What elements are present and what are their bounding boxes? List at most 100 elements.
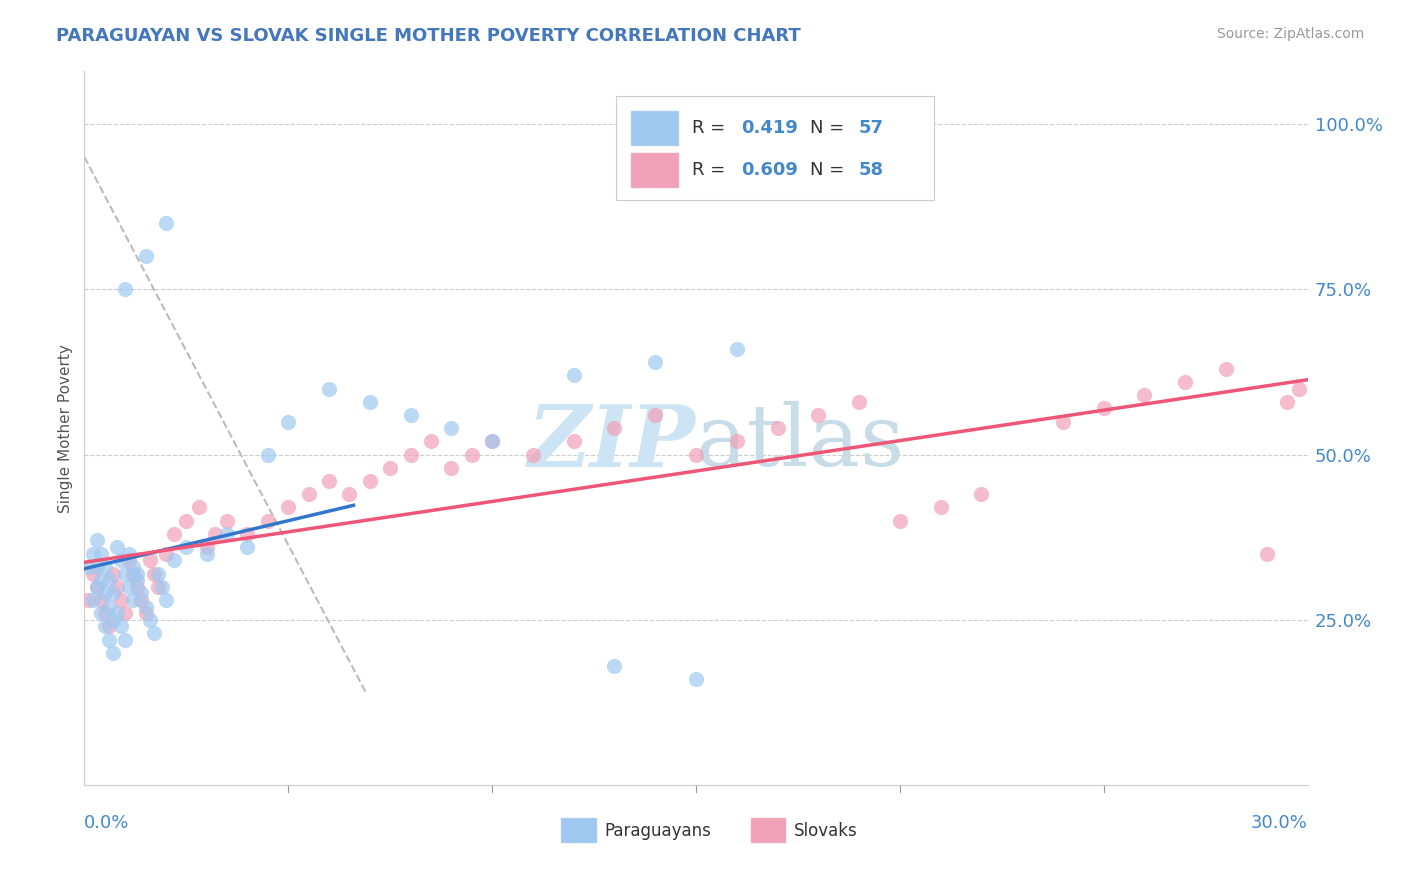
Point: [644, 408, 666, 422]
Text: PARAGUAYAN VS SLOVAK SINGLE MOTHER POVERTY CORRELATION CHART: PARAGUAYAN VS SLOVAK SINGLE MOTHER POVER…: [56, 27, 801, 45]
Point: [131, 593, 153, 607]
Point: [318, 474, 340, 488]
Point: [118, 553, 141, 567]
Point: [82, 547, 104, 561]
Point: [155, 547, 177, 561]
Text: 0.419: 0.419: [741, 119, 799, 136]
Point: [97, 632, 120, 647]
Point: [138, 553, 160, 567]
Point: [146, 580, 169, 594]
Point: [146, 566, 169, 581]
Text: 30.0%: 30.0%: [1251, 814, 1308, 831]
Point: [889, 514, 911, 528]
Point: [257, 514, 280, 528]
Point: [481, 434, 503, 449]
Point: [122, 566, 145, 581]
Point: [90, 593, 112, 607]
Point: [155, 216, 177, 230]
Point: [97, 599, 120, 614]
Text: R =: R =: [692, 119, 731, 136]
Point: [110, 593, 132, 607]
Point: [399, 448, 422, 462]
Point: [204, 527, 226, 541]
FancyBboxPatch shape: [616, 96, 935, 200]
Point: [127, 566, 149, 581]
Point: [90, 573, 112, 587]
Text: Paraguayans: Paraguayans: [605, 822, 711, 839]
Point: [135, 599, 157, 614]
Point: [420, 434, 443, 449]
Point: [725, 342, 748, 356]
Point: [685, 448, 707, 462]
Point: [127, 573, 149, 587]
Point: [101, 566, 124, 581]
Point: [101, 586, 124, 600]
Point: [217, 527, 239, 541]
Point: [82, 593, 104, 607]
Point: [440, 421, 463, 435]
Point: [150, 580, 173, 594]
Point: [131, 586, 153, 600]
Point: [114, 282, 136, 296]
Point: [135, 606, 157, 620]
Point: [481, 434, 503, 449]
Text: R =: R =: [692, 161, 731, 178]
Point: [257, 448, 280, 462]
Point: [86, 560, 108, 574]
Point: [1288, 382, 1310, 396]
Point: [848, 394, 870, 409]
Point: [298, 487, 321, 501]
Point: [195, 540, 218, 554]
Point: [155, 593, 177, 607]
Point: [970, 487, 993, 501]
Point: [562, 434, 585, 449]
Point: [603, 659, 626, 673]
Point: [603, 421, 626, 435]
Point: [97, 573, 120, 587]
Text: N =: N =: [810, 161, 849, 178]
Point: [77, 560, 100, 574]
Point: [90, 547, 112, 561]
Point: [399, 408, 422, 422]
Point: [110, 619, 132, 633]
Y-axis label: Single Mother Poverty: Single Mother Poverty: [58, 343, 73, 513]
Point: [195, 547, 218, 561]
Point: [97, 619, 120, 633]
Point: [142, 626, 165, 640]
Point: [1215, 361, 1237, 376]
Point: [187, 500, 209, 515]
Text: 0.0%: 0.0%: [84, 814, 129, 831]
Point: [929, 500, 952, 515]
Text: N =: N =: [810, 119, 849, 136]
Point: [110, 553, 132, 567]
Point: [318, 382, 340, 396]
Point: [114, 606, 136, 620]
Point: [1052, 415, 1074, 429]
Point: [127, 580, 149, 594]
Point: [359, 474, 381, 488]
Point: [522, 448, 544, 462]
Text: Source: ZipAtlas.com: Source: ZipAtlas.com: [1216, 27, 1364, 41]
Point: [807, 408, 830, 422]
Point: [114, 566, 136, 581]
Point: [93, 560, 115, 574]
Bar: [561, 819, 596, 842]
Point: [86, 580, 108, 594]
Point: [766, 421, 789, 435]
Point: [725, 434, 748, 449]
Point: [1133, 388, 1156, 402]
Text: 57: 57: [859, 119, 883, 136]
Bar: [751, 819, 786, 842]
Point: [142, 566, 165, 581]
Point: [118, 580, 141, 594]
Point: [1277, 394, 1299, 409]
Point: [1256, 547, 1278, 561]
Point: [380, 460, 402, 475]
Point: [1092, 401, 1115, 416]
Text: Slovaks: Slovaks: [794, 822, 858, 839]
Point: [562, 368, 585, 383]
Point: [101, 646, 124, 660]
Point: [685, 672, 707, 686]
Point: [174, 514, 197, 528]
Point: [86, 580, 108, 594]
